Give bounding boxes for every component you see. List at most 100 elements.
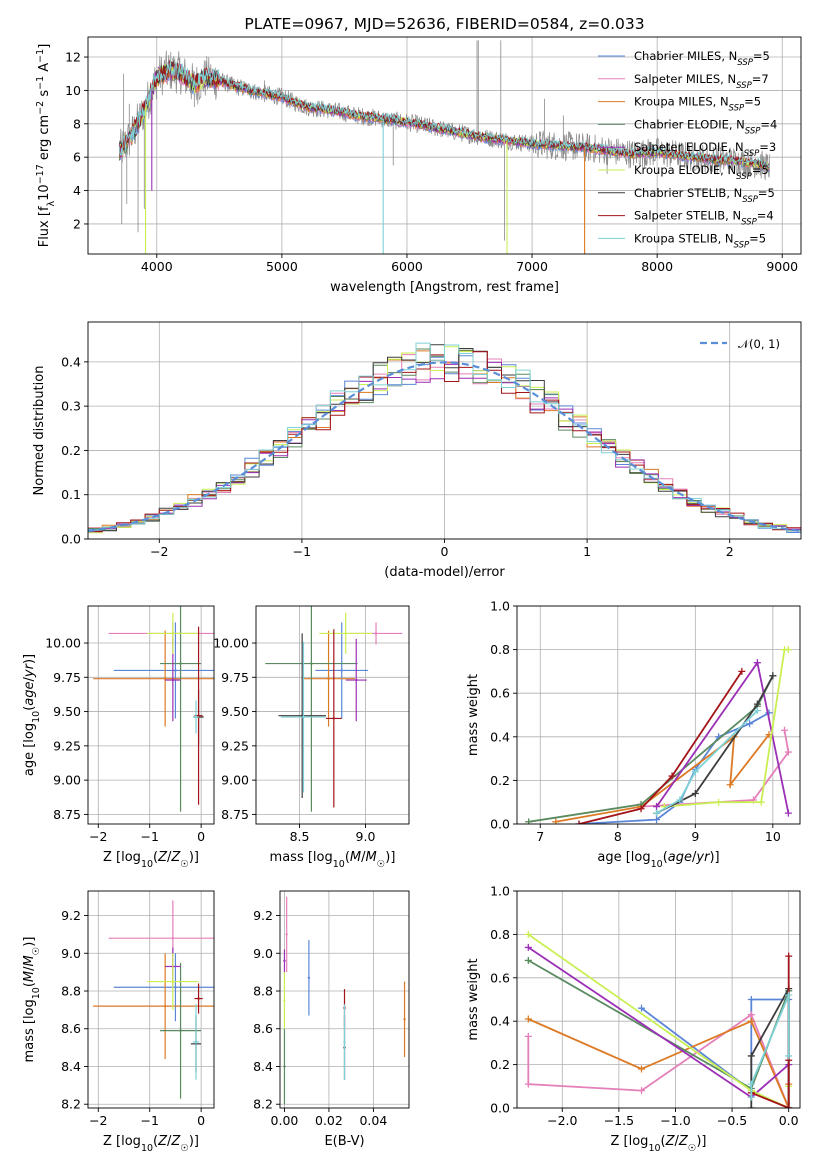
- x-tick-label: 9000: [766, 259, 798, 274]
- x-axis-label-part: /: [361, 850, 366, 865]
- data-point: [174, 669, 177, 672]
- x-tick-label: −2.0: [547, 1113, 577, 1128]
- legend-entry-text: Salpeter ELODIE, N: [634, 140, 744, 154]
- x-axis-label-part: 10: [141, 1143, 153, 1154]
- x-tick-label: −1.0: [660, 1113, 690, 1128]
- x-axis-label-part: 10: [651, 859, 663, 870]
- x-axis-label: (data-model)/error: [384, 565, 505, 580]
- x-tick-label: 0.00: [271, 1113, 299, 1128]
- x-axis-label-part: Z: [665, 1134, 676, 1149]
- x-tick-label: 6000: [391, 259, 423, 274]
- legend-entry-count: =4: [760, 117, 777, 131]
- mass-weight-marker: [638, 1004, 646, 1012]
- x-tick-label: 0.02: [315, 1113, 343, 1128]
- legend-entry-count: =4: [757, 209, 774, 223]
- y-axis-label-part: mass [log: [22, 999, 37, 1062]
- legend-entry: Chabrier STELIB, NSSP=5: [634, 186, 775, 205]
- y-tick-label: 12: [65, 50, 81, 65]
- mass-weight-marker: [753, 707, 761, 715]
- y-tick-label: 0.0: [61, 532, 81, 547]
- y-tick-label: 0.4: [490, 729, 510, 744]
- y-tick-label: 0.2: [490, 1057, 510, 1072]
- y-tick-label: 10: [65, 83, 81, 98]
- x-tick-label: 2: [726, 544, 734, 559]
- data-point: [343, 1040, 346, 1044]
- mass-weight-marker: [668, 772, 676, 780]
- y-tick-label: 0.4: [490, 1014, 510, 1029]
- mass-weight-marker: [753, 659, 761, 667]
- y-tick-label: 2: [73, 216, 81, 231]
- legend-entry-text: Kroupa MILES, N: [634, 95, 729, 109]
- x-axis-label: mass [log10(M/M☉)]: [270, 850, 396, 870]
- mass-weight-marker: [653, 809, 661, 817]
- x-axis-label-part: Z [log: [611, 1134, 649, 1149]
- x-axis-label-part: Z: [157, 1134, 168, 1149]
- legend-entry-subscript: SSP: [742, 195, 758, 205]
- mass-weight-marker: [784, 809, 792, 817]
- mass-vs-Z-axes: −2 −1 08.28.48.68.89.09.2Z [log10(Z/Z☉)]ma…: [22, 890, 215, 1154]
- y-axis-label-part: 10: [31, 987, 42, 999]
- x-axis-label-part: Z: [170, 850, 181, 865]
- mass-weight-marker: [738, 667, 746, 675]
- y-tick-label: 8.2: [61, 1097, 81, 1112]
- x-axis-label-part: Z [log: [103, 850, 141, 865]
- x-tick-label: 0.04: [359, 1113, 387, 1128]
- x-axis-label: wavelength [Angstrom, rest frame]: [330, 280, 559, 295]
- y-tick-label: 9.25: [221, 738, 249, 753]
- y-axis-label-part: ☉: [31, 947, 42, 956]
- mass-vs-ebv-plot-area: [283, 896, 406, 1105]
- y-axis-label-part: )]: [22, 654, 37, 664]
- mass-weight-line: [555, 734, 770, 823]
- x-tick-label: 0: [441, 544, 449, 559]
- y-axis-label-part: age: [22, 681, 37, 705]
- y-tick-label: 9.75: [221, 670, 249, 685]
- legend-entry-count: =5: [749, 231, 766, 245]
- y-tick-label: 4: [73, 183, 81, 198]
- y-axis-label-part: M: [22, 971, 37, 982]
- mass-weight-marker: [747, 1104, 755, 1108]
- y-tick-label: 9.50: [221, 704, 249, 719]
- y-tick-label: 1.0: [490, 599, 510, 614]
- x-tick-label: −1.5: [604, 1113, 634, 1128]
- chart-title: PLATE=0967, MJD=52636, FIBERID=0584, z=0…: [244, 15, 644, 33]
- mass-weight-marker: [691, 789, 699, 797]
- mass-weight-line: [664, 648, 789, 808]
- x-tick-label: −2: [89, 829, 107, 844]
- x-tick-label: 8000: [641, 259, 673, 274]
- mass-weight-marker: [715, 798, 723, 806]
- legend-entry-subscript: SSP: [741, 218, 757, 228]
- data-point: [403, 1018, 406, 1021]
- mass-weight-marker: [691, 768, 699, 776]
- legend-entry-text: Chabrier STELIB, N: [634, 186, 742, 200]
- data-point: [283, 999, 286, 1002]
- mass-weight-line: [578, 670, 743, 824]
- data-point: [283, 959, 286, 963]
- mass-weight-line: [527, 1018, 790, 1108]
- x-axis-label-part: Z: [170, 1134, 181, 1149]
- x-axis-label-part: M: [350, 850, 361, 865]
- legend: 𝒩(0, 1): [700, 337, 780, 351]
- mass-weight-marker: [653, 816, 661, 824]
- x-tick-label: −0.5: [717, 1113, 747, 1128]
- residuals-axes: −2 −1 0 1 2 0.0 0.1 0.2 0.3 0.4 (data-model)/error…: [32, 321, 802, 580]
- legend-entry-subscript: SSP: [745, 126, 761, 136]
- x-axis-label-part: Z [log: [103, 1134, 141, 1149]
- mass-weight-marker: [638, 1087, 646, 1095]
- x-axis-label-part: )]: [385, 850, 395, 865]
- data-point: [197, 997, 200, 1000]
- x-tick-label: 8: [614, 829, 622, 844]
- y-tick-label: 9.0: [253, 946, 273, 961]
- y-tick-label: 0.2: [61, 443, 81, 458]
- y-tick-label: 0.2: [490, 773, 510, 788]
- y-tick-label: 0.8: [490, 927, 510, 942]
- data-point: [327, 677, 330, 680]
- mass-weight-marker: [747, 1080, 755, 1088]
- x-axis-label-part: ☉: [377, 859, 386, 870]
- mass-weight-marker: [785, 1052, 793, 1060]
- mass-vs-Z-plot-area: [93, 900, 214, 1099]
- legend-entry-text: Chabrier MILES, N: [634, 49, 737, 63]
- axes-frame: [255, 605, 410, 825]
- data-point: [174, 986, 177, 989]
- x-axis-label-part: 10: [141, 859, 153, 870]
- x-axis-label: age [log10(age/yr)]: [597, 850, 719, 870]
